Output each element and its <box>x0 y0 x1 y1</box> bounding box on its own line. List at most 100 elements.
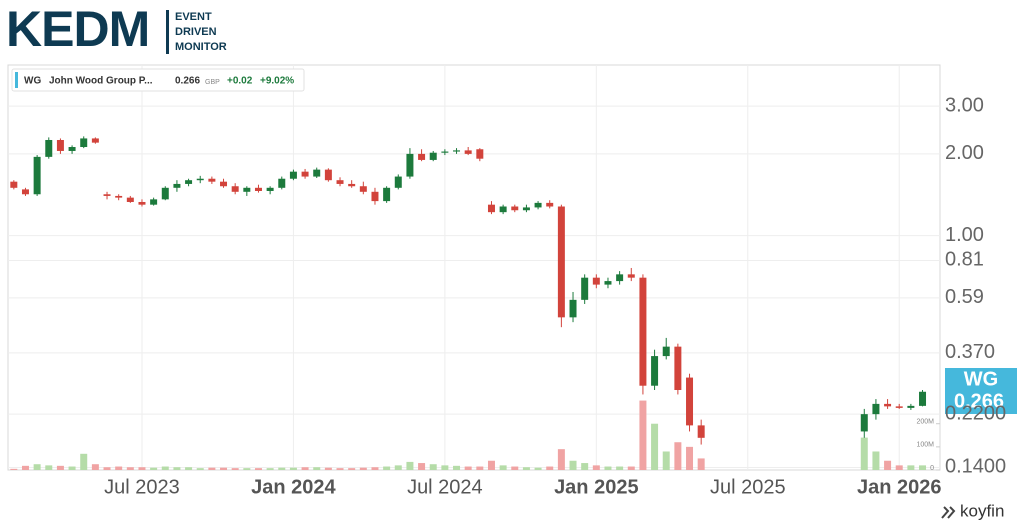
volume-bar <box>220 467 228 470</box>
volume-bar <box>196 468 204 470</box>
candle-body <box>453 150 461 152</box>
legend-symbol: WG <box>24 76 41 87</box>
x-tick-label: Jan 2024 <box>251 476 336 498</box>
volume-bar <box>33 464 41 470</box>
volume-bar <box>231 468 239 470</box>
candle-body <box>651 356 659 386</box>
candle-body <box>220 181 228 187</box>
candle-body <box>487 204 495 213</box>
x-tick-label: Jan 2026 <box>857 476 942 498</box>
volume-bar <box>289 467 297 470</box>
candle-body <box>138 201 146 205</box>
candle-body <box>278 178 286 188</box>
candle-body <box>418 153 426 160</box>
volume-bar <box>278 467 286 470</box>
volume-bar <box>394 465 402 470</box>
volume-bar <box>103 467 111 470</box>
candle-body <box>919 391 927 406</box>
candle-body <box>33 156 41 195</box>
candle-body <box>616 274 624 282</box>
candle-body <box>639 277 647 386</box>
candle-body <box>441 151 449 153</box>
volume-bar <box>511 466 519 470</box>
logo-text: KEDM <box>6 1 149 57</box>
candle-body <box>394 176 402 188</box>
volume-bar <box>697 458 705 470</box>
candle-body <box>604 281 612 285</box>
volume-bar <box>80 453 88 470</box>
volume-bar <box>126 467 134 470</box>
candle-body <box>185 180 193 184</box>
logo-tagline: MONITOR <box>175 41 227 53</box>
volume-bar <box>872 451 880 470</box>
candle-body <box>254 187 262 191</box>
volume-bar <box>383 466 391 470</box>
plot-frame <box>7 64 941 471</box>
volume-bar <box>185 467 193 470</box>
volume-bar <box>173 467 181 470</box>
y2-tick-label: 0 <box>930 465 934 472</box>
candle-body <box>627 274 635 278</box>
price-tag-symbol: WG <box>964 368 998 390</box>
volume-bar <box>68 466 76 470</box>
volume-bar <box>651 423 659 470</box>
y-tick-label: 0.1400 <box>945 456 1006 478</box>
legend-swatch <box>15 72 18 88</box>
logo: KEDM EVENT DRIVEN MONITOR <box>6 1 227 57</box>
candle-body <box>569 299 577 318</box>
volume-bar <box>522 467 530 470</box>
candle-body <box>697 425 705 438</box>
candle-body <box>686 377 694 426</box>
candle-body <box>371 191 379 202</box>
volume-bar <box>208 467 216 470</box>
candle-body <box>208 178 216 182</box>
volume-bar <box>45 465 53 470</box>
candle-body <box>336 180 344 184</box>
volume-bar <box>499 465 507 470</box>
y-tick-label: 0.2200 <box>945 402 1006 424</box>
candle-body <box>884 403 892 407</box>
volume-bar <box>895 465 903 470</box>
volume-bar <box>592 465 600 470</box>
price-tag-price: 0.266 <box>954 390 1004 412</box>
volume-bar <box>336 468 344 470</box>
volume-bar <box>359 467 367 470</box>
candle-body <box>581 277 589 300</box>
candle-body <box>301 171 309 177</box>
candle-body <box>674 346 682 391</box>
candle-body <box>592 277 600 285</box>
candle-body <box>406 153 414 177</box>
volume-bar <box>150 467 158 470</box>
volume-bar <box>56 465 64 470</box>
y-tick-label: 0.59 <box>945 286 984 308</box>
candle-body <box>860 414 868 432</box>
volume-bar <box>860 437 868 470</box>
candle-body <box>464 150 472 154</box>
candle-body <box>10 181 18 188</box>
volume-bar <box>313 467 321 470</box>
y-tick-label: 1.00 <box>945 224 984 246</box>
volume-bar <box>10 468 18 470</box>
x-tick-label: Jan 2025 <box>554 476 639 498</box>
volume-bar <box>476 466 484 470</box>
candle-body <box>872 403 880 415</box>
volume-bar <box>884 460 892 470</box>
volume-bar <box>453 465 461 470</box>
volume-bar <box>546 466 554 470</box>
volume-bar <box>686 446 694 470</box>
legend-price: 0.266 <box>175 76 200 87</box>
x-tick-label: Jul 2025 <box>710 476 786 498</box>
volume-bar <box>569 460 577 470</box>
volume-bar <box>674 442 682 470</box>
candle-body <box>173 183 181 188</box>
candle-body <box>476 149 484 159</box>
candle-body <box>91 138 99 143</box>
volume-bar <box>464 466 472 470</box>
volume-bar <box>441 465 449 470</box>
volume-bar <box>639 400 647 470</box>
legend-change-pct: +9.02% <box>260 76 294 87</box>
candle-body <box>557 206 565 318</box>
volume-bar <box>662 451 670 470</box>
price-tag-box <box>945 368 1017 414</box>
